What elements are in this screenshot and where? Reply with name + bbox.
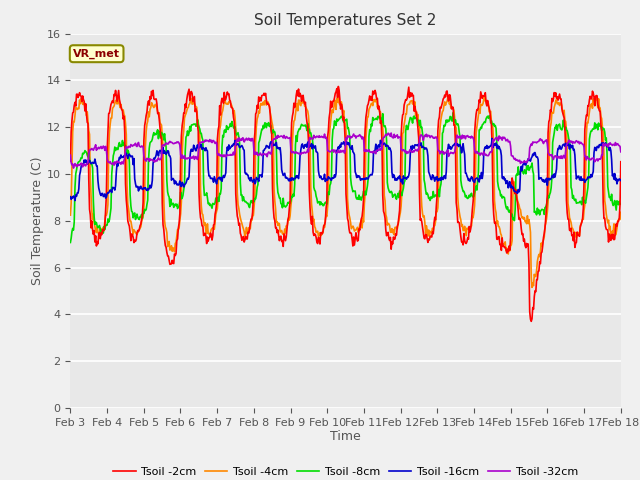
- Text: VR_met: VR_met: [73, 48, 120, 59]
- Title: Soil Temperatures Set 2: Soil Temperatures Set 2: [255, 13, 436, 28]
- Tsoil -16cm: [77, 164, 85, 169]
- Tsoil -4cm: [429, 226, 436, 231]
- Y-axis label: Soil Temperature (C): Soil Temperature (C): [31, 156, 44, 285]
- Tsoil -16cm: [190, 143, 198, 148]
- Tsoil -8cm: [77, 157, 84, 163]
- Tsoil -2cm: [67, 158, 74, 164]
- Tsoil -16cm: [617, 178, 625, 183]
- Tsoil -4cm: [413, 108, 420, 114]
- Tsoil -16cm: [134, 184, 141, 190]
- Tsoil -4cm: [189, 101, 196, 107]
- Tsoil -2cm: [77, 93, 84, 98]
- Tsoil -2cm: [429, 231, 437, 237]
- Tsoil -2cm: [413, 118, 421, 123]
- Tsoil -32cm: [70, 165, 77, 171]
- Tsoil -4cm: [592, 94, 600, 99]
- Tsoil -8cm: [617, 201, 625, 207]
- Tsoil -32cm: [219, 154, 227, 160]
- Tsoil -16cm: [488, 135, 496, 141]
- Tsoil -8cm: [67, 240, 74, 245]
- Tsoil -32cm: [387, 130, 395, 136]
- Tsoil -4cm: [133, 232, 141, 238]
- Tsoil -2cm: [133, 230, 141, 236]
- Tsoil -8cm: [449, 110, 457, 116]
- Tsoil -32cm: [77, 160, 85, 166]
- Tsoil -4cm: [617, 209, 625, 215]
- Tsoil -8cm: [133, 211, 141, 217]
- Tsoil -8cm: [413, 115, 420, 121]
- Tsoil -4cm: [528, 285, 536, 290]
- Legend: Tsoil -2cm, Tsoil -4cm, Tsoil -8cm, Tsoil -16cm, Tsoil -32cm: Tsoil -2cm, Tsoil -4cm, Tsoil -8cm, Tsoi…: [109, 462, 582, 480]
- Tsoil -16cm: [71, 198, 79, 204]
- Tsoil -8cm: [218, 144, 226, 150]
- Tsoil -16cm: [219, 175, 227, 180]
- Tsoil -2cm: [189, 99, 196, 105]
- Tsoil -32cm: [414, 146, 422, 152]
- Tsoil -32cm: [190, 153, 198, 159]
- Tsoil -4cm: [218, 110, 226, 116]
- Tsoil -16cm: [413, 142, 421, 148]
- Tsoil -16cm: [67, 194, 74, 200]
- Tsoil -2cm: [527, 318, 535, 324]
- Tsoil -4cm: [67, 212, 74, 218]
- Tsoil -2cm: [617, 159, 625, 165]
- Tsoil -32cm: [617, 149, 625, 155]
- Line: Tsoil -8cm: Tsoil -8cm: [70, 113, 621, 242]
- Tsoil -32cm: [67, 152, 74, 158]
- Tsoil -2cm: [218, 96, 226, 101]
- Tsoil -8cm: [429, 195, 436, 201]
- Tsoil -4cm: [77, 101, 84, 107]
- Line: Tsoil -16cm: Tsoil -16cm: [70, 138, 621, 201]
- Tsoil -32cm: [134, 141, 141, 146]
- Tsoil -8cm: [189, 122, 196, 128]
- Line: Tsoil -4cm: Tsoil -4cm: [70, 96, 621, 288]
- X-axis label: Time: Time: [330, 431, 361, 444]
- Line: Tsoil -2cm: Tsoil -2cm: [70, 86, 621, 321]
- Line: Tsoil -32cm: Tsoil -32cm: [70, 133, 621, 168]
- Tsoil -32cm: [430, 134, 438, 140]
- Tsoil -2cm: [335, 84, 342, 89]
- Tsoil -16cm: [429, 173, 437, 179]
